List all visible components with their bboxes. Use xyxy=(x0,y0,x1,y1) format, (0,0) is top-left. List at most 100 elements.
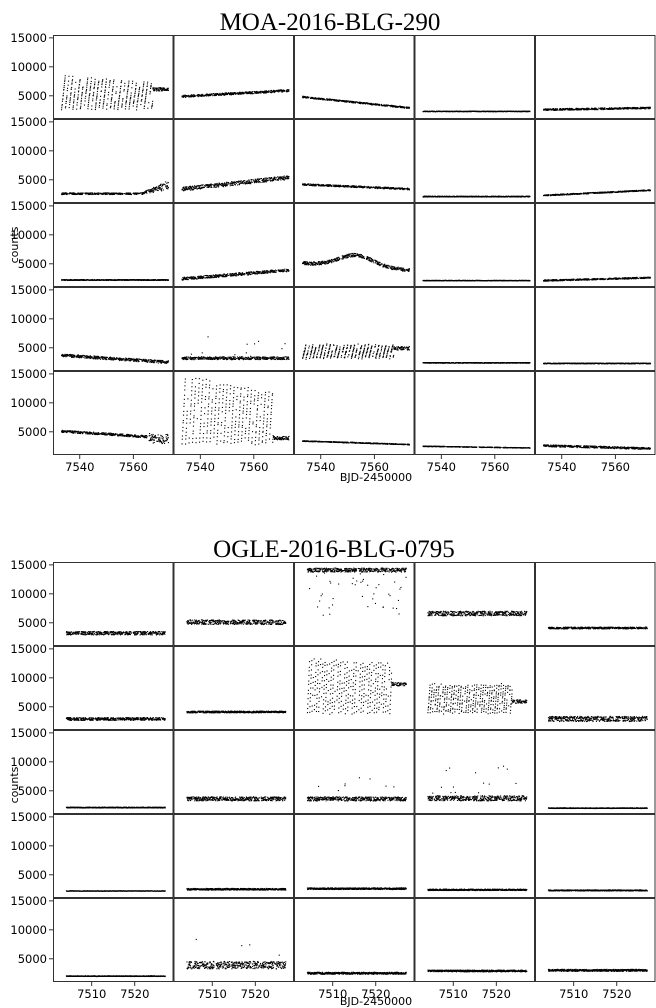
data-point xyxy=(388,187,390,189)
data-point xyxy=(135,88,137,90)
data-point xyxy=(150,87,152,89)
data-point xyxy=(183,186,185,188)
data-point xyxy=(76,193,78,195)
data-point xyxy=(274,91,276,93)
data-point xyxy=(137,279,139,281)
data-point xyxy=(88,193,90,195)
data-point xyxy=(547,194,549,196)
data-point xyxy=(307,97,309,99)
data-point xyxy=(315,183,317,185)
data-point xyxy=(338,184,340,186)
data-point xyxy=(87,104,89,106)
data-point xyxy=(634,107,636,109)
data-point xyxy=(77,97,79,99)
data-point xyxy=(137,96,139,98)
data-point xyxy=(263,91,265,93)
data-point xyxy=(69,279,71,281)
data-point xyxy=(166,185,168,187)
data-point xyxy=(321,184,323,186)
data-point xyxy=(270,92,272,94)
data-point xyxy=(592,108,594,110)
data-point xyxy=(352,185,354,187)
data-point xyxy=(330,98,332,100)
data-point xyxy=(548,109,550,111)
data-point xyxy=(110,193,112,195)
data-point xyxy=(67,193,69,195)
data-point xyxy=(218,186,220,188)
data-point xyxy=(188,186,190,188)
data-point xyxy=(73,101,75,103)
data-point xyxy=(273,90,275,92)
data-point xyxy=(259,92,261,94)
data-point xyxy=(129,99,131,101)
data-point xyxy=(246,93,248,95)
data-point xyxy=(156,189,158,191)
data-point xyxy=(257,181,259,183)
data-point xyxy=(102,107,104,109)
data-point xyxy=(357,102,359,104)
data-point xyxy=(254,91,256,93)
data-point xyxy=(62,192,64,194)
data-point xyxy=(395,187,397,189)
data-point xyxy=(226,183,228,185)
data-point xyxy=(198,94,200,96)
data-point xyxy=(206,185,208,187)
data-point xyxy=(149,189,151,191)
light-curve-panel xyxy=(414,119,535,203)
data-point xyxy=(127,192,129,194)
data-point xyxy=(438,196,440,198)
data-point xyxy=(639,106,641,108)
data-point xyxy=(379,104,381,106)
data-point xyxy=(242,92,244,94)
data-point xyxy=(147,81,149,83)
data-point xyxy=(339,184,341,186)
data-point xyxy=(150,86,152,88)
data-point xyxy=(204,184,206,186)
data-point xyxy=(267,180,269,182)
data-point xyxy=(138,91,140,93)
data-point xyxy=(196,185,198,187)
data-point xyxy=(217,184,219,186)
data-point xyxy=(389,188,391,190)
data-point xyxy=(393,187,395,189)
data-point xyxy=(125,100,127,102)
data-point xyxy=(138,93,140,95)
data-point xyxy=(278,91,280,93)
data-point xyxy=(387,188,389,190)
data-point xyxy=(117,107,119,109)
data-point xyxy=(241,91,243,93)
figure-title: MOA-2016-BLG-290 xyxy=(220,9,441,36)
data-point xyxy=(612,191,614,193)
data-point xyxy=(386,186,388,188)
data-point xyxy=(216,93,218,95)
data-point xyxy=(144,279,146,281)
data-point xyxy=(221,185,223,187)
data-point xyxy=(351,186,353,188)
data-point xyxy=(94,192,96,194)
data-point xyxy=(117,104,119,106)
data-point xyxy=(401,187,403,189)
data-point xyxy=(89,88,91,90)
data-point xyxy=(157,87,159,89)
data-point xyxy=(464,195,466,197)
data-point xyxy=(166,188,168,190)
data-point xyxy=(192,94,194,96)
data-point xyxy=(224,94,226,96)
data-point xyxy=(628,190,630,192)
data-point xyxy=(240,180,242,182)
data-point xyxy=(230,182,232,184)
data-point xyxy=(189,188,191,190)
data-point xyxy=(622,107,624,109)
data-point xyxy=(264,92,266,94)
data-point xyxy=(611,108,613,110)
data-point xyxy=(594,109,596,111)
data-point xyxy=(78,87,80,89)
data-point xyxy=(212,95,214,97)
data-point xyxy=(568,109,570,111)
data-point xyxy=(286,178,288,180)
data-point xyxy=(312,185,314,187)
data-point xyxy=(529,195,531,197)
data-point xyxy=(68,80,70,82)
data-point xyxy=(119,194,121,196)
data-point xyxy=(160,88,162,90)
